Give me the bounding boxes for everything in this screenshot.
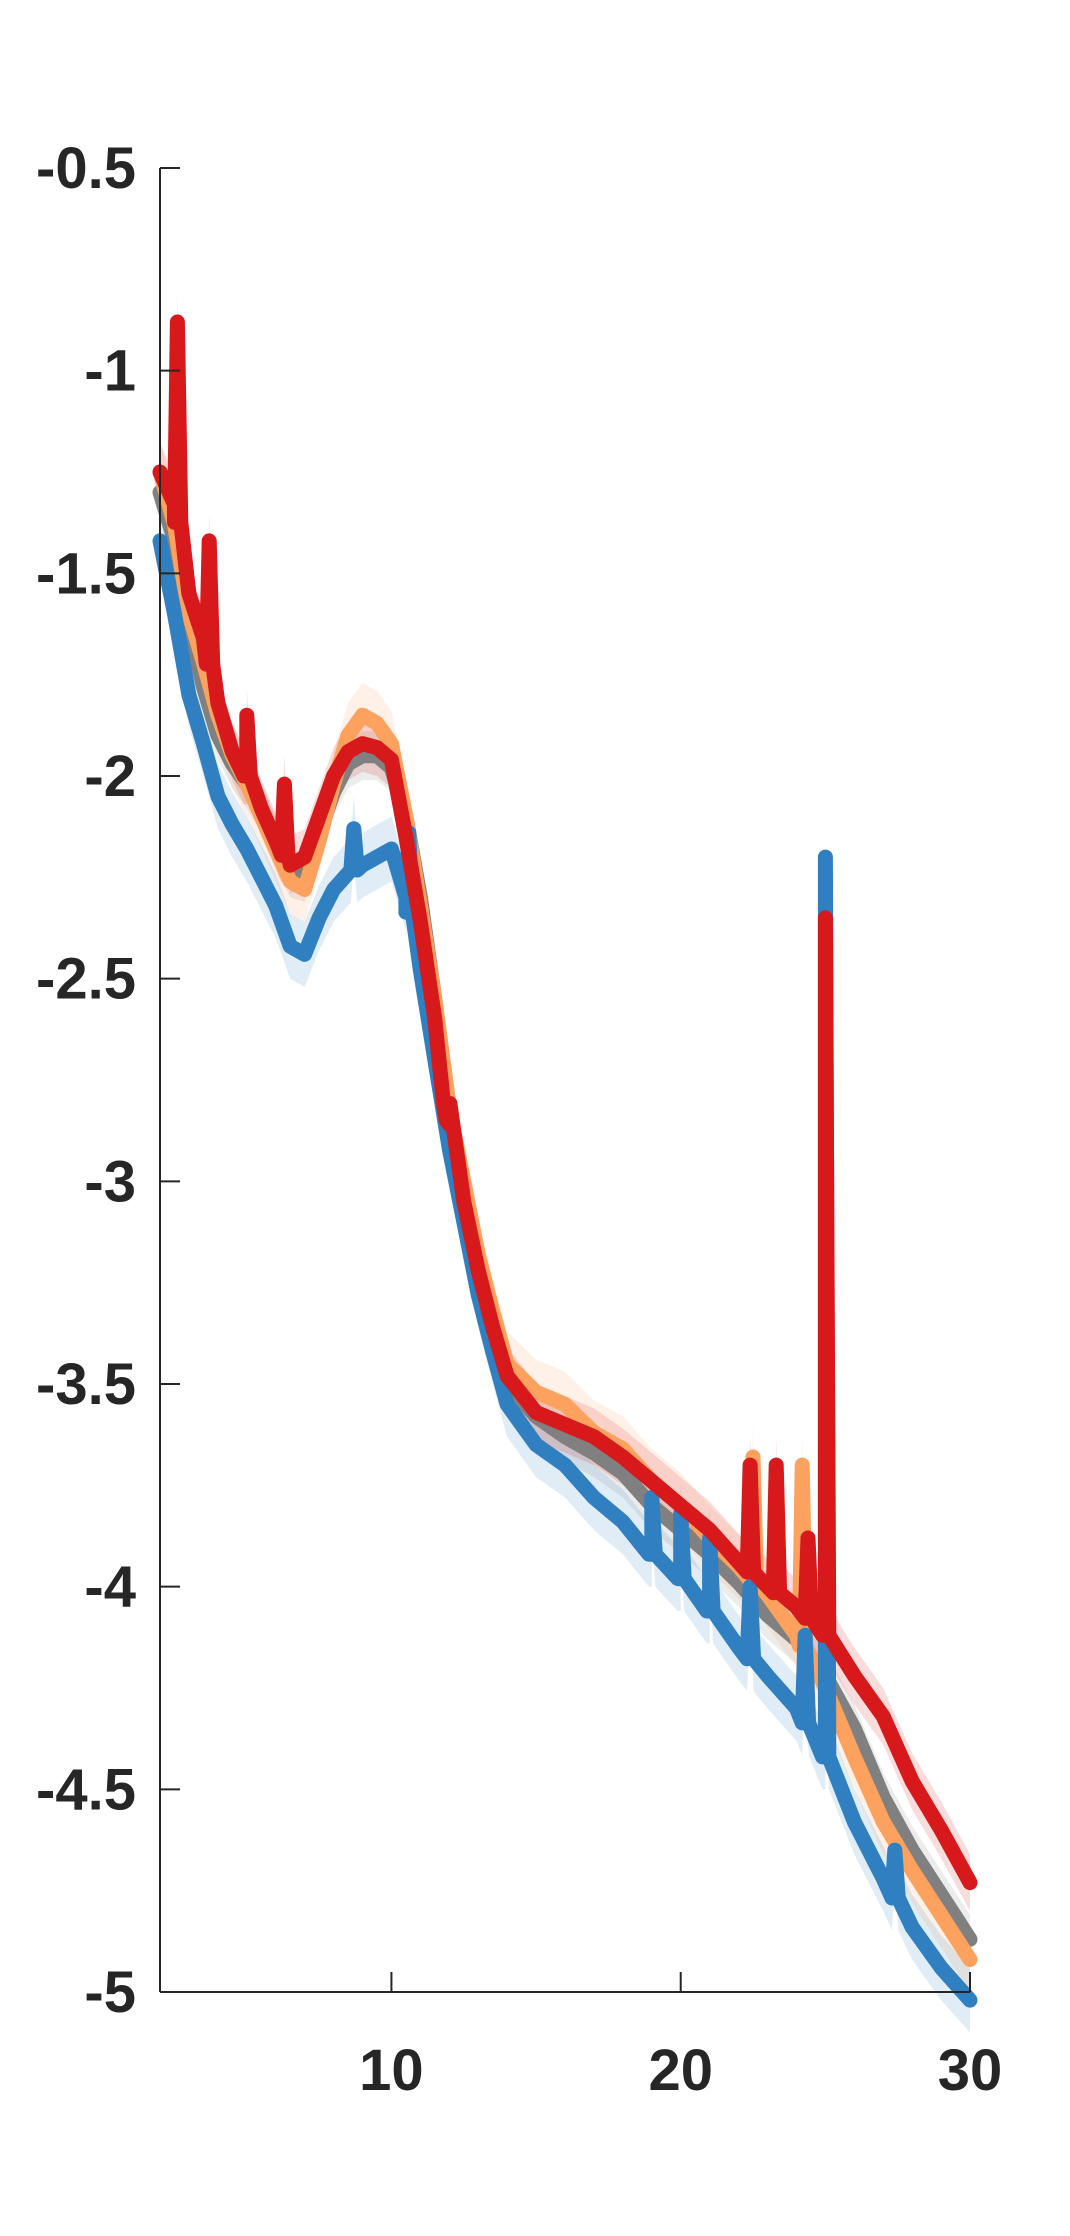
y-axis-ticks: -0.5 -1 -1.5 -2 -2.5 -3 -3.5 -4 -4.5 -5 [36, 136, 180, 2025]
series-line-3 [152, 314, 978, 1891]
y-tick-label: -4.5 [36, 1757, 136, 1822]
series-lines [152, 314, 978, 2008]
confidence-bands [160, 293, 970, 2033]
x-tick-label: 30 [938, 2038, 1003, 2103]
y-tick-label: -2.5 [36, 947, 136, 1012]
x-axis-ticks: 10 20 30 [359, 1972, 1002, 2103]
series-band-2 [160, 508, 970, 2033]
y-tick-label: -2 [84, 744, 136, 809]
y-tick-label: -4 [84, 1555, 136, 1620]
y-tick-label: -3 [84, 1149, 136, 1214]
y-tick-label: -0.5 [36, 136, 136, 201]
y-tick-label: -5 [84, 1960, 136, 2025]
y-tick-label: -1 [84, 339, 136, 404]
series-line-0 [152, 484, 978, 1947]
series-band-3 [160, 293, 970, 1911]
x-tick-label: 10 [359, 2038, 424, 2103]
axes [159, 168, 970, 1993]
series-line-2 [152, 533, 978, 2008]
y-tick-label: -1.5 [36, 541, 136, 606]
x-tick-label: 20 [648, 2038, 713, 2103]
y-tick-label: -3.5 [36, 1352, 136, 1417]
series-line-1 [152, 464, 978, 1968]
